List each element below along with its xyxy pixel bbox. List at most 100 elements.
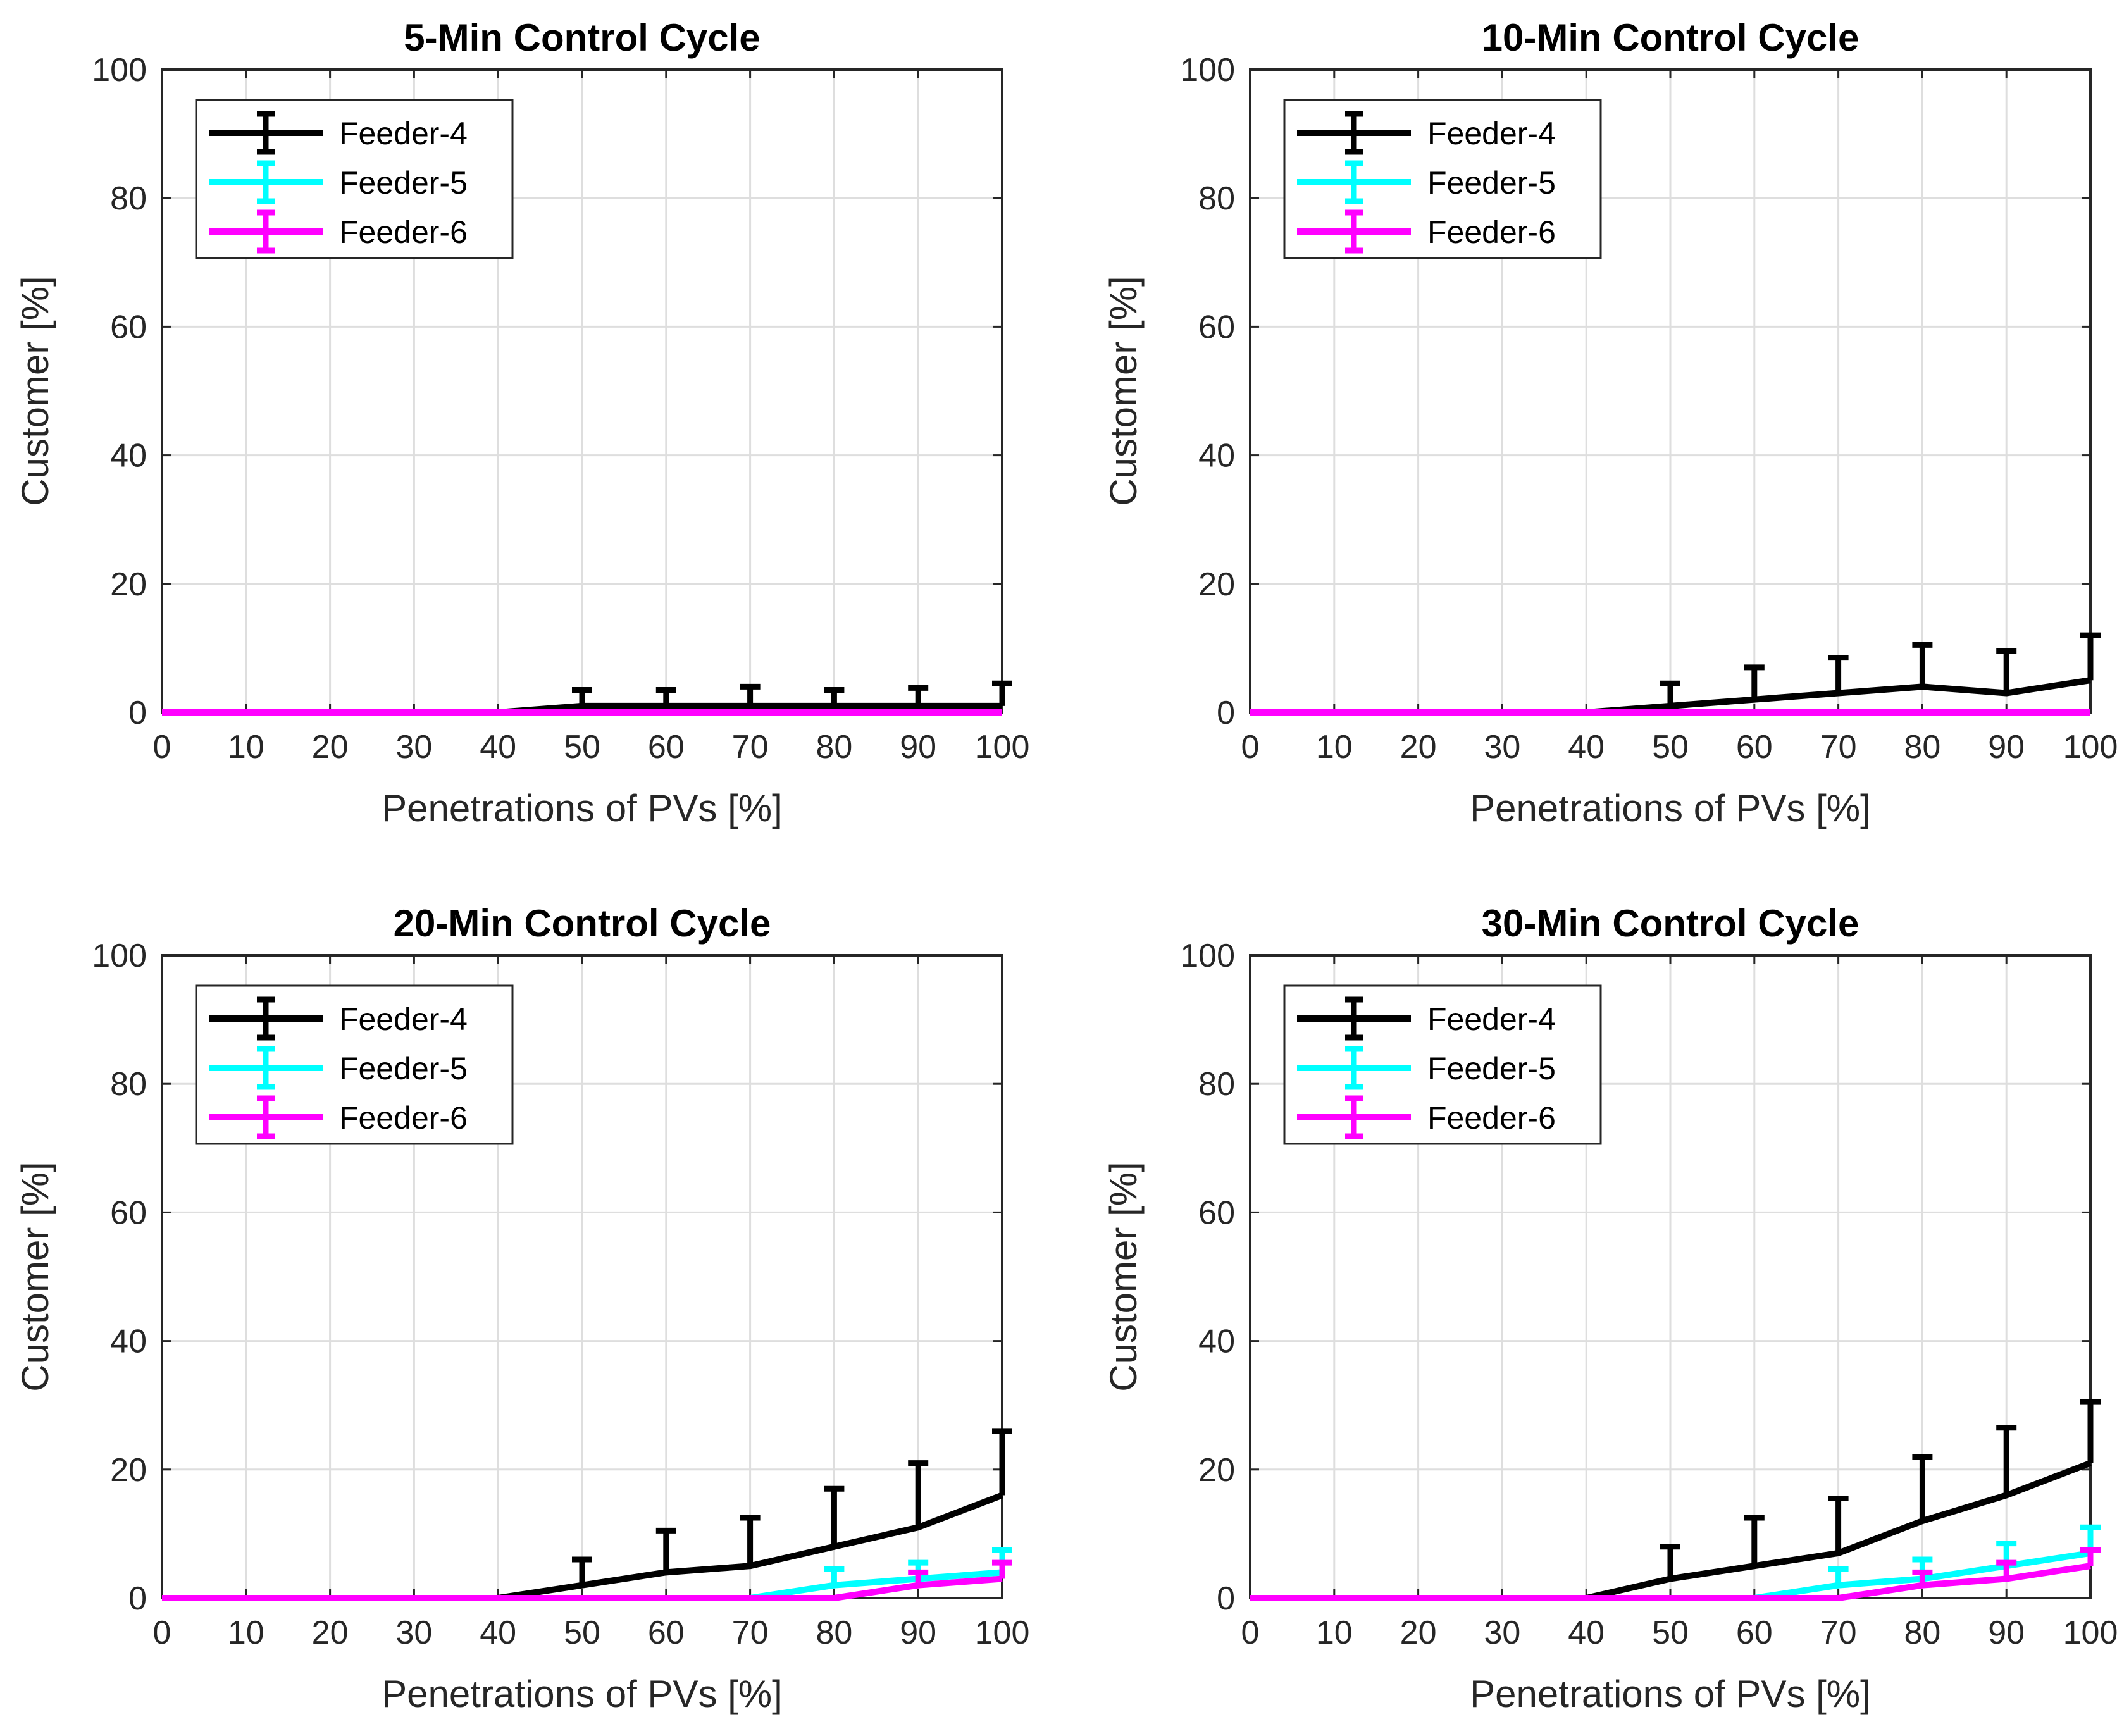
legend-item: Feeder-6 [1297, 209, 1556, 254]
x-tick-label: 100 [975, 1615, 1030, 1651]
legend-label: Feeder-4 [1427, 1001, 1556, 1037]
y-tick-label: 0 [128, 1580, 147, 1617]
legend-item: Feeder-5 [209, 1046, 468, 1090]
series-feeder-6 [1250, 1547, 2101, 1601]
x-tick-label: 80 [1904, 1615, 1940, 1651]
y-tick-label: 20 [1198, 1452, 1235, 1489]
x-tick-label: 40 [480, 1615, 516, 1651]
y-tick-label: 40 [1198, 438, 1235, 474]
error-bar [1996, 648, 2017, 693]
legend-label: Feeder-4 [339, 1001, 468, 1037]
error-bar [572, 1556, 592, 1585]
error-bar [992, 680, 1012, 706]
error-bar [2080, 1547, 2101, 1566]
subplot-2: 0 10 20 30 40 50 60 70 80 90 100 0 20 40 60 80 100 10-Min… [1102, 16, 2117, 829]
x-tick-label: 0 [153, 729, 171, 766]
x-tick-label: 90 [900, 729, 936, 766]
legend: Feeder-4 Feeder-5 Feeder-6 [1283, 99, 1602, 259]
y-tick-label: 0 [1217, 1580, 1235, 1617]
y-tick-label: 40 [1198, 1324, 1235, 1360]
series-feeder-6 [161, 1559, 1012, 1601]
error-bar [2080, 632, 2101, 681]
error-bar [1744, 1515, 1765, 1566]
y-tick-label: 100 [92, 52, 147, 89]
legend-item: Feeder-5 [1297, 160, 1556, 204]
error-bar [1744, 664, 1765, 700]
y-tick-label: 80 [110, 1066, 147, 1103]
error-bar [1828, 655, 1849, 693]
legend-item: Feeder-5 [209, 160, 468, 204]
x-tick-label: 80 [816, 729, 852, 766]
subplot-4: 0 10 20 30 40 50 60 70 80 90 100 0 20 40 60 80 100 30-Min… [1102, 902, 2117, 1715]
error-bar [1660, 1544, 1680, 1579]
legend: Feeder-4 Feeder-5 Feeder-6 [195, 984, 514, 1145]
error-bar [1996, 1425, 2017, 1496]
x-tick-label: 60 [1736, 729, 1773, 766]
x-tick-label: 0 [1241, 729, 1260, 766]
y-tick-label: 100 [92, 938, 147, 974]
x-axis-label: Penetrations of PVs [%] [382, 1673, 783, 1715]
subplot-1: 0 10 20 30 40 50 60 70 80 90 100 0 20 40 60 80 100 5-Min … [14, 16, 1029, 829]
chart-title: 20-Min Control Cycle [394, 902, 771, 945]
y-tick-label: 0 [1217, 695, 1235, 731]
legend-item: Feeder-4 [1297, 996, 1556, 1041]
x-tick-label: 70 [1820, 1615, 1857, 1651]
legend-label: Feeder-5 [1427, 1051, 1556, 1086]
x-tick-label: 10 [1316, 729, 1353, 766]
error-bar [1660, 680, 1680, 706]
error-bar [908, 1460, 929, 1528]
x-tick-label: 90 [900, 1615, 936, 1651]
legend-item: Feeder-4 [209, 111, 468, 155]
legend-label: Feeder-6 [1427, 1100, 1556, 1136]
legend-label: Feeder-5 [339, 165, 468, 201]
y-axis-label: Customer [%] [14, 1162, 56, 1391]
x-tick-label: 40 [480, 729, 516, 766]
legend-label: Feeder-6 [339, 214, 468, 250]
y-axis-label: Customer [%] [1102, 276, 1145, 505]
x-tick-label: 10 [228, 729, 264, 766]
error-bar [2080, 1399, 2101, 1463]
x-tick-label: 10 [1316, 1615, 1353, 1651]
x-tick-label: 50 [564, 1615, 600, 1651]
x-tick-label: 40 [1568, 729, 1605, 766]
error-bar [1912, 1453, 1933, 1522]
y-tick-label: 20 [1198, 566, 1235, 603]
x-axis-label: Penetrations of PVs [%] [1470, 787, 1871, 829]
legend-label: Feeder-6 [339, 1100, 468, 1136]
y-tick-label: 60 [1198, 309, 1235, 345]
x-tick-label: 90 [1988, 1615, 2025, 1651]
x-tick-label: 20 [1400, 1615, 1437, 1651]
error-bar [1912, 642, 1933, 687]
legend-item: Feeder-4 [1297, 111, 1556, 155]
x-tick-label: 10 [228, 1615, 264, 1651]
legend: Feeder-4 Feeder-5 Feeder-6 [195, 99, 514, 259]
error-bar [992, 1428, 1012, 1496]
y-tick-label: 40 [110, 1324, 147, 1360]
y-tick-label: 60 [1198, 1194, 1235, 1231]
y-tick-label: 60 [110, 309, 147, 345]
x-tick-label: 70 [732, 1615, 769, 1651]
legend-item: Feeder-6 [209, 209, 468, 254]
y-tick-label: 80 [110, 180, 147, 217]
x-tick-label: 20 [312, 729, 349, 766]
error-bar [655, 1527, 676, 1573]
legend-label: Feeder-4 [1427, 116, 1556, 151]
subplot-3: 0 10 20 30 40 50 60 70 80 90 100 0 20 40 60 80 100 20-Min… [14, 902, 1029, 1715]
x-tick-label: 0 [153, 1615, 171, 1651]
x-tick-label: 40 [1568, 1615, 1605, 1651]
legend-label: Feeder-6 [1427, 214, 1556, 250]
x-tick-label: 80 [816, 1615, 852, 1651]
x-tick-label: 30 [395, 1615, 432, 1651]
x-tick-label: 50 [1652, 729, 1689, 766]
x-tick-label: 60 [648, 729, 685, 766]
y-tick-label: 20 [110, 1452, 147, 1489]
x-tick-label: 80 [1904, 729, 1940, 766]
y-tick-label: 80 [1198, 1066, 1235, 1103]
legend-item: Feeder-5 [1297, 1046, 1556, 1090]
y-tick-label: 0 [128, 695, 147, 731]
x-tick-label: 50 [1652, 1615, 1689, 1651]
legend-item: Feeder-6 [1297, 1095, 1556, 1139]
x-axis-label: Penetrations of PVs [%] [382, 787, 783, 829]
x-tick-label: 30 [1484, 729, 1520, 766]
